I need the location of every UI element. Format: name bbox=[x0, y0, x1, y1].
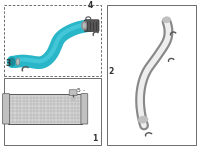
Bar bbox=[4, 77, 101, 145]
Ellipse shape bbox=[138, 116, 148, 123]
Text: 5 -: 5 - bbox=[77, 88, 86, 93]
Ellipse shape bbox=[8, 56, 16, 67]
FancyBboxPatch shape bbox=[69, 90, 77, 96]
Bar bbox=[8, 94, 82, 123]
FancyBboxPatch shape bbox=[81, 94, 88, 124]
Ellipse shape bbox=[9, 58, 15, 66]
Ellipse shape bbox=[71, 98, 75, 101]
Text: 1: 1 bbox=[92, 134, 97, 143]
Text: 2: 2 bbox=[109, 67, 114, 76]
FancyBboxPatch shape bbox=[3, 94, 9, 124]
Text: 3: 3 bbox=[5, 59, 10, 68]
Bar bbox=[4, 5, 101, 76]
Ellipse shape bbox=[16, 59, 20, 65]
Ellipse shape bbox=[82, 22, 87, 30]
Ellipse shape bbox=[163, 17, 170, 23]
Bar bbox=[107, 5, 196, 145]
FancyBboxPatch shape bbox=[84, 20, 99, 31]
Text: 4: 4 bbox=[88, 1, 93, 10]
